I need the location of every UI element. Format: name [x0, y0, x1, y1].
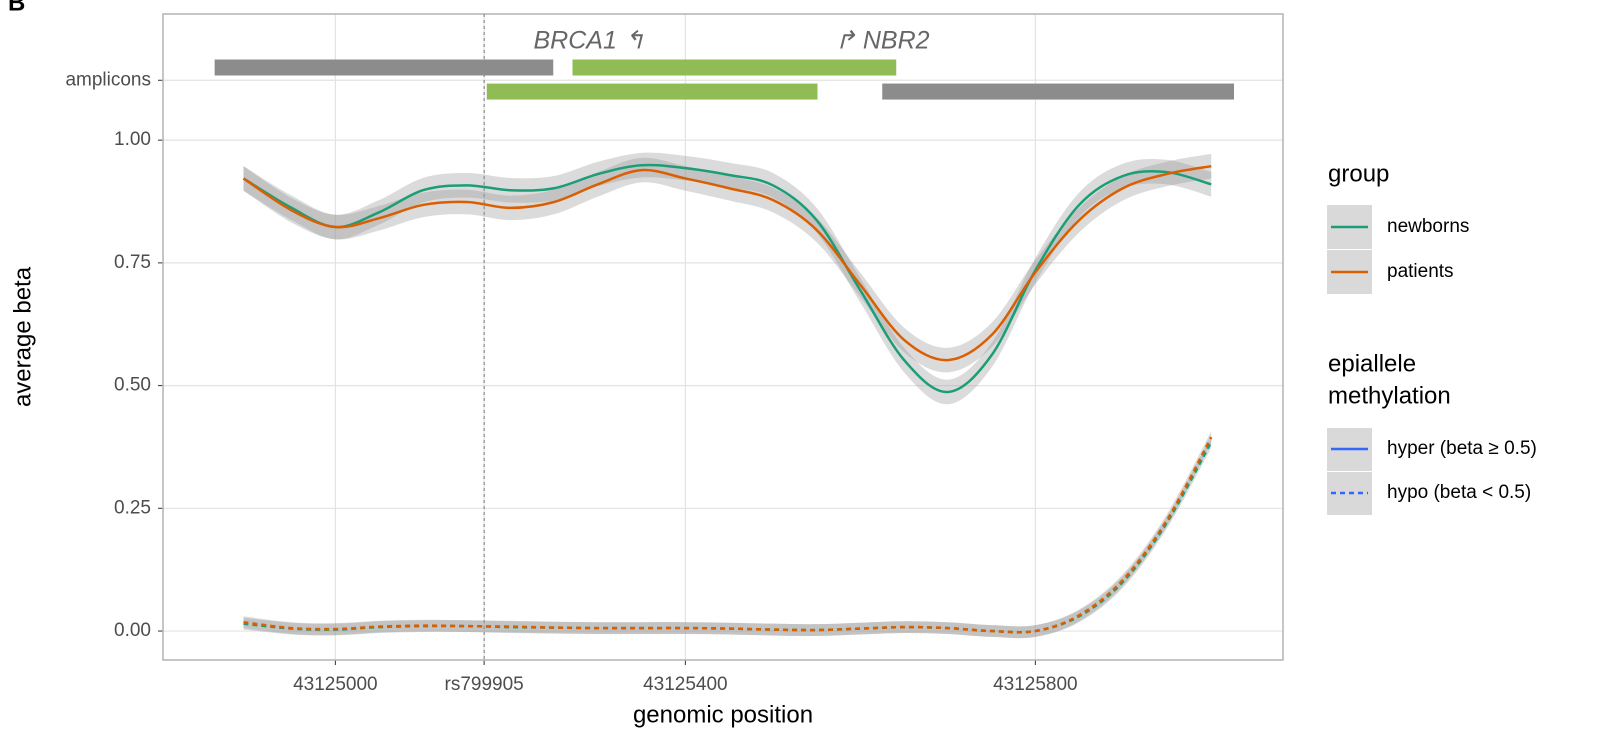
line	[242, 163, 1212, 394]
x-tick-label: rs799905	[445, 674, 524, 695]
amplicon	[882, 83, 1234, 100]
panel-border	[162, 13, 1284, 661]
x-tick-label: 43125400	[643, 674, 728, 695]
amplicon	[214, 59, 554, 76]
gene-label: BRCA1 ↰	[533, 27, 644, 55]
legend-title: methylation	[1328, 382, 1451, 409]
y-tick-label: 0.25	[114, 497, 151, 518]
y-tick-label: 0.75	[114, 252, 151, 273]
confidence-band	[243, 153, 1212, 373]
x-axis-title: genomic position	[633, 701, 813, 728]
y-tick-label: amplicons	[65, 69, 151, 90]
x-tick-label: 43125000	[293, 674, 378, 695]
line	[242, 164, 1212, 362]
amplicon	[572, 59, 897, 76]
y-tick-label: 0.50	[114, 375, 151, 396]
legend-label: hypo (beta < 0.5)	[1387, 482, 1531, 503]
y-axis-title: average beta	[9, 266, 36, 407]
confidence-band	[243, 152, 1212, 405]
x-tick-label: 43125800	[993, 674, 1078, 695]
y-tick-label: 1.00	[114, 129, 151, 150]
panel-label: B	[8, 0, 25, 16]
y-tick-label: 0.00	[114, 620, 151, 641]
legend-title: group	[1328, 160, 1389, 187]
legend-label: hyper (beta ≥ 0.5)	[1387, 438, 1537, 459]
gene-label: ↱ NBR2	[835, 27, 930, 55]
legend-label: patients	[1387, 261, 1454, 282]
legend-title: epiallele	[1328, 350, 1416, 377]
line	[243, 436, 1213, 634]
panel	[163, 14, 1283, 660]
amplicon	[486, 83, 818, 100]
legend-label: newborns	[1387, 216, 1469, 237]
